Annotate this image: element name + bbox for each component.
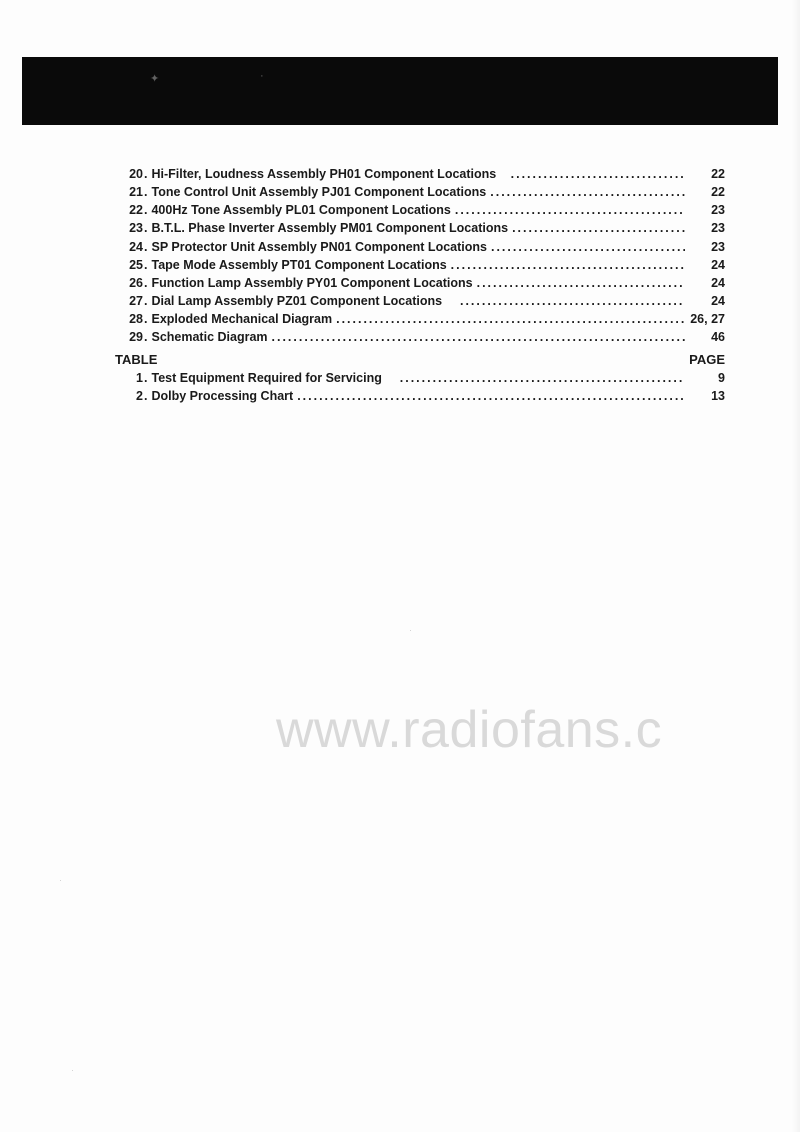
toc-leader-dots (473, 274, 685, 292)
toc-number: 29 (115, 328, 143, 346)
toc-number: 26 (115, 274, 143, 292)
toc-leader-dots (456, 292, 685, 310)
scan-artifact: ✦ (150, 72, 159, 85)
toc-title: Function Lamp Assembly PY01 Component Lo… (151, 274, 472, 292)
spacer (157, 352, 689, 367)
toc-leader-dots (487, 238, 685, 256)
toc-number: 25 (115, 256, 143, 274)
toc-row: 28.Exploded Mechanical Diagram 26, 27 (115, 310, 725, 328)
toc-number: 1 (115, 369, 143, 387)
toc-leader-dots (451, 201, 685, 219)
toc-title: Dolby Processing Chart (151, 387, 293, 405)
toc-row: 21.Tone Control Unit Assembly PJ01 Compo… (115, 183, 725, 201)
toc-number: 20 (115, 165, 143, 183)
toc-row: 20.Hi-Filter, Loudness Assembly PH01 Com… (115, 165, 725, 183)
toc-title: SP Protector Unit Assembly PN01 Componen… (151, 238, 486, 256)
toc-leader-dots (268, 328, 685, 346)
toc-leader-dots (486, 183, 685, 201)
toc-leader-dots (447, 256, 685, 274)
toc-number-dot: . (143, 256, 151, 274)
toc-title: Schematic Diagram (151, 328, 267, 346)
toc-number-dot: . (143, 328, 151, 346)
toc-page-number: 23 (685, 219, 725, 237)
toc-leader-dots (396, 369, 685, 387)
scan-edge-shadow (792, 0, 800, 1132)
toc-page-number: 9 (685, 369, 725, 387)
toc-number: 28 (115, 310, 143, 328)
toc-number-dot: . (143, 201, 151, 219)
page-label: PAGE (689, 352, 725, 367)
toc-number-dot: . (143, 387, 151, 405)
toc-number: 27 (115, 292, 143, 310)
table-label: TABLE (115, 352, 157, 367)
toc-page-number: 13 (685, 387, 725, 405)
toc-row: 23.B.T.L. Phase Inverter Assembly PM01 C… (115, 219, 725, 237)
scan-artifact: · (260, 70, 264, 82)
toc-title: Hi-Filter, Loudness Assembly PH01 Compon… (151, 165, 496, 183)
toc-title: Tape Mode Assembly PT01 Component Locati… (151, 256, 446, 274)
toc-leader-pad (442, 292, 456, 310)
toc-row: 1.Test Equipment Required for Servicing … (115, 369, 725, 387)
toc-number-dot: . (143, 369, 151, 387)
toc-title: Tone Control Unit Assembly PJ01 Componen… (151, 183, 486, 201)
table-section-header: TABLE PAGE (115, 352, 725, 367)
page: ✦ · 20.Hi-Filter, Loudness Assembly PH01… (0, 0, 800, 1132)
toc-page-number: 46 (685, 328, 725, 346)
toc-page-number: 24 (685, 256, 725, 274)
toc-page-number: 26, 27 (685, 310, 725, 328)
toc-number: 22 (115, 201, 143, 219)
toc-page-number: 22 (685, 165, 725, 183)
toc-title: B.T.L. Phase Inverter Assembly PM01 Comp… (151, 219, 508, 237)
toc-leader-pad (382, 369, 396, 387)
toc-leader-dots (332, 310, 685, 328)
toc-number: 24 (115, 238, 143, 256)
watermark-text: www.radiofans.c (276, 700, 662, 760)
toc-number-dot: . (143, 274, 151, 292)
figures-toc-list: 20.Hi-Filter, Loudness Assembly PH01 Com… (115, 165, 725, 346)
toc-number-dot: . (143, 292, 151, 310)
scan-dust (410, 630, 411, 631)
toc-number-dot: . (143, 310, 151, 328)
toc-leader-dots (293, 387, 685, 405)
toc-row: 2.Dolby Processing Chart 13 (115, 387, 725, 405)
toc-number: 2 (115, 387, 143, 405)
toc-page-number: 24 (685, 274, 725, 292)
toc-number-dot: . (143, 219, 151, 237)
toc-page-number: 24 (685, 292, 725, 310)
toc-leader-pad (496, 165, 506, 183)
toc-page-number: 22 (685, 183, 725, 201)
toc-number-dot: . (143, 165, 151, 183)
toc-row: 29.Schematic Diagram 46 (115, 328, 725, 346)
toc-title: Test Equipment Required for Servicing (151, 369, 381, 387)
toc-content: 20.Hi-Filter, Loudness Assembly PH01 Com… (115, 165, 725, 406)
toc-title: 400Hz Tone Assembly PL01 Component Locat… (151, 201, 450, 219)
toc-number-dot: . (143, 238, 151, 256)
toc-row: 26.Function Lamp Assembly PY01 Component… (115, 274, 725, 292)
toc-title: Exploded Mechanical Diagram (151, 310, 332, 328)
toc-row: 22.400Hz Tone Assembly PL01 Component Lo… (115, 201, 725, 219)
toc-row: 27.Dial Lamp Assembly PZ01 Component Loc… (115, 292, 725, 310)
toc-row: 24.SP Protector Unit Assembly PN01 Compo… (115, 238, 725, 256)
scan-dust (60, 880, 61, 881)
toc-number: 21 (115, 183, 143, 201)
toc-title: Dial Lamp Assembly PZ01 Component Locati… (151, 292, 442, 310)
toc-number: 23 (115, 219, 143, 237)
tables-toc-list: 1.Test Equipment Required for Servicing … (115, 369, 725, 405)
toc-row: 25.Tape Mode Assembly PT01 Component Loc… (115, 256, 725, 274)
toc-number-dot: . (143, 183, 151, 201)
toc-leader-dots (508, 219, 685, 237)
toc-page-number: 23 (685, 201, 725, 219)
header-black-bar (22, 57, 778, 125)
toc-page-number: 23 (685, 238, 725, 256)
scan-dust (72, 1070, 73, 1071)
toc-leader-dots (507, 165, 685, 183)
